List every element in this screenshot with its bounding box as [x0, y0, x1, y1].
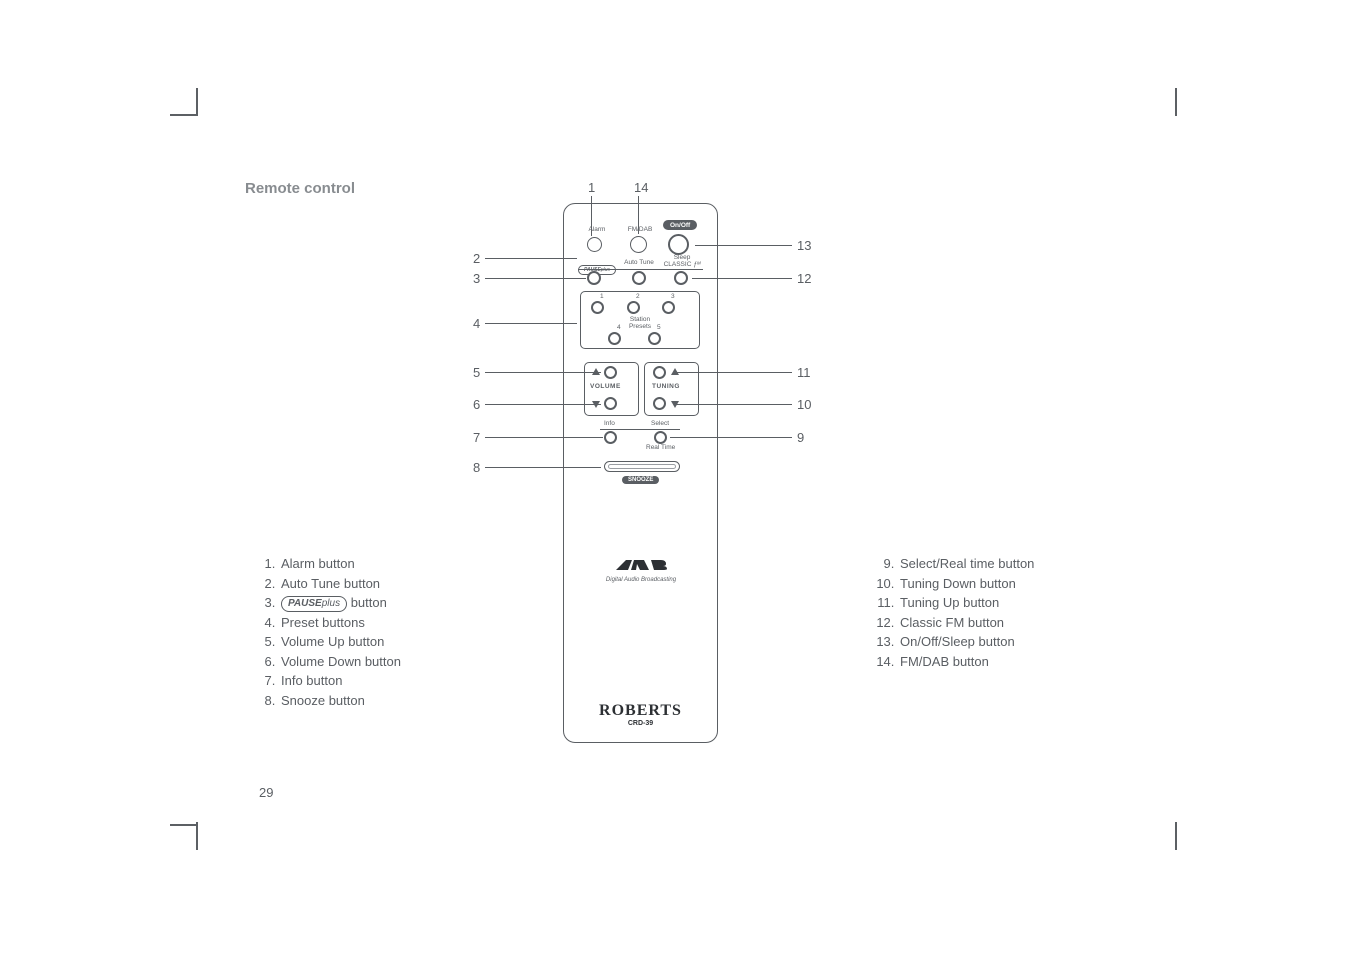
- brand-label: ROBERTS: [564, 702, 717, 720]
- preset3-button: [662, 301, 675, 314]
- onoff-label: On/Off: [663, 220, 697, 230]
- callout-num: 14: [634, 180, 648, 195]
- info-select-divider: [600, 429, 680, 430]
- callout-num: 6: [473, 397, 480, 412]
- callout-num: 9: [797, 430, 804, 445]
- leader: [695, 245, 792, 246]
- callout-num: 4: [473, 316, 480, 331]
- callout-num: 7: [473, 430, 480, 445]
- alarm-button: [587, 237, 602, 252]
- legend-item: Auto Tune button: [279, 574, 401, 594]
- autotune-button: [632, 271, 646, 285]
- leader: [676, 372, 792, 373]
- station-presets-label: Station Presets: [624, 317, 656, 331]
- callout-num: 2: [473, 251, 480, 266]
- preset3-num: 3: [671, 294, 675, 301]
- legend-item: PAUSEplus button: [279, 593, 401, 613]
- callout-num: 8: [473, 460, 480, 475]
- select-button: [654, 431, 667, 444]
- leader: [485, 372, 601, 373]
- callout-num: 12: [797, 271, 811, 286]
- leader: [485, 404, 601, 405]
- legend-right: Select/Real time button Tuning Down butt…: [878, 554, 1034, 671]
- legend-item: Info button: [279, 671, 401, 691]
- onoff-sleep-button: [668, 234, 689, 255]
- leader: [485, 437, 603, 438]
- legend-item: Classic FM button: [898, 613, 1034, 633]
- snooze-label: SNOOZE: [622, 476, 659, 484]
- pauseplus-button: [587, 271, 601, 285]
- page-title: Remote control: [245, 180, 355, 197]
- model-label: CRD-39: [564, 720, 717, 727]
- leader: [638, 196, 639, 234]
- dab-logo: [614, 556, 669, 579]
- realtime-label: Real Time: [646, 445, 675, 452]
- callout-num: 3: [473, 271, 480, 286]
- pauseplus-icon: PAUSEplus: [281, 596, 347, 612]
- legend-item: Volume Up button: [279, 632, 401, 652]
- autotune-label: Auto Tune: [619, 260, 659, 267]
- legend-item: Alarm button: [279, 554, 401, 574]
- page-number: 29: [259, 785, 273, 800]
- legend-item: Volume Down button: [279, 652, 401, 672]
- preset2-num: 2: [636, 294, 640, 301]
- row-divider: [578, 269, 703, 270]
- legend-item: Preset buttons: [279, 613, 401, 633]
- leader: [485, 323, 577, 324]
- callout-num: 10: [797, 397, 811, 412]
- preset4-button: [608, 332, 621, 345]
- legend-item: FM/DAB button: [898, 652, 1034, 672]
- leader: [591, 196, 592, 236]
- tuning-label: TUNING: [652, 384, 680, 391]
- leader: [485, 278, 586, 279]
- info-label: Info: [604, 421, 615, 428]
- leader: [485, 258, 577, 259]
- callout-num: 13: [797, 238, 811, 253]
- tuning-down-button: [653, 397, 666, 410]
- classicfm-button: [674, 271, 688, 285]
- legend-item: On/Off/Sleep button: [898, 632, 1034, 652]
- volume-down-button: [604, 397, 617, 410]
- callout-num: 11: [797, 365, 811, 380]
- leader: [692, 278, 792, 279]
- preset1-button: [591, 301, 604, 314]
- dab-sub-label: Digital Audio Broadcasting: [596, 577, 686, 583]
- tuning-up-button: [653, 366, 666, 379]
- volume-up-button: [604, 366, 617, 379]
- remote-body: On/Off Alarm FM/DAB PAUSEplus Auto Tune …: [563, 203, 718, 743]
- legend-item: Select/Real time button: [898, 554, 1034, 574]
- legend-left: Alarm button Auto Tune button PAUSEplus …: [259, 554, 401, 710]
- fmdab-button: [630, 236, 647, 253]
- preset5-button: [648, 332, 661, 345]
- leader: [676, 404, 792, 405]
- preset2-button: [627, 301, 640, 314]
- preset1-num: 1: [600, 294, 604, 301]
- callout-num: 5: [473, 365, 480, 380]
- callout-num: 1: [588, 180, 595, 195]
- leader: [670, 437, 792, 438]
- legend-item: Tuning Up button: [898, 593, 1034, 613]
- alarm-label: Alarm: [582, 227, 612, 234]
- snooze-bar-inner: [608, 464, 676, 469]
- legend-item: Snooze button: [279, 691, 401, 711]
- legend-item: Tuning Down button: [898, 574, 1034, 594]
- preset5-num: 5: [657, 325, 661, 332]
- leader: [485, 467, 601, 468]
- select-label: Select: [651, 421, 669, 428]
- volume-label: VOLUME: [590, 384, 621, 391]
- sleep-classic-label: Sleep CLASSIC ƒᴹ: [662, 255, 702, 269]
- info-button: [604, 431, 617, 444]
- preset4-num: 4: [617, 325, 621, 332]
- fmdab-label: FM/DAB: [620, 227, 660, 234]
